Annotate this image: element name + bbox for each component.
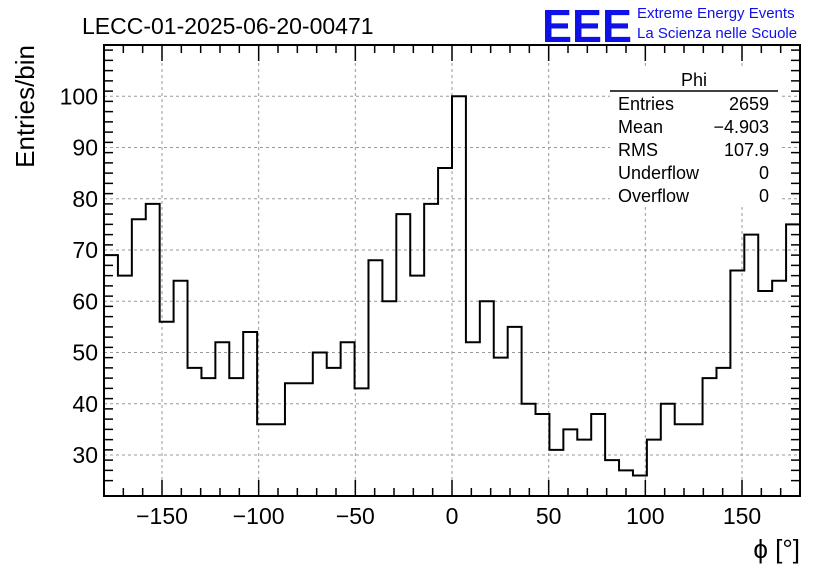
histogram-bin-40 bbox=[661, 404, 675, 496]
histogram-bin-26 bbox=[466, 342, 480, 496]
histogram-bin-35 bbox=[591, 414, 605, 496]
histogram-bin-39 bbox=[647, 440, 661, 496]
histogram-bin-25 bbox=[452, 96, 466, 496]
stats-label-1: Mean bbox=[618, 117, 663, 137]
histogram-bin-5 bbox=[174, 281, 188, 496]
histogram-bin-24 bbox=[438, 168, 452, 496]
histogram-bin-19 bbox=[368, 260, 382, 496]
x-tick-label-3: 0 bbox=[446, 503, 459, 529]
stats-value-2: 107.9 bbox=[724, 140, 769, 160]
stats-value-0: 2659 bbox=[729, 94, 769, 114]
y-tick-label-5: 80 bbox=[72, 186, 98, 212]
stats-value-1: −4.903 bbox=[713, 117, 769, 137]
x-axis-title: ϕ [°] bbox=[753, 534, 800, 564]
stats-box-title: Phi bbox=[681, 70, 707, 90]
x-tick-label-1: −100 bbox=[233, 503, 285, 529]
chart-title: LECC-01-2025-06-20-00471 bbox=[82, 13, 374, 39]
histogram-bin-45 bbox=[730, 271, 744, 497]
y-tick-label-6: 90 bbox=[72, 135, 98, 161]
histogram-bin-1 bbox=[118, 276, 132, 496]
axis-ticks bbox=[104, 45, 800, 496]
y-tick-label-7: 100 bbox=[60, 83, 98, 109]
histogram-bin-12 bbox=[271, 424, 285, 496]
histogram-bin-47 bbox=[758, 291, 772, 496]
histogram-series bbox=[103, 95, 801, 496]
x-tick-label-5: 100 bbox=[626, 503, 664, 529]
stats-value-4: 0 bbox=[759, 186, 769, 206]
x-tick-labels: −150 −100 −50 0 50 100 150 bbox=[136, 503, 761, 529]
y-tick-label-1: 40 bbox=[72, 391, 98, 417]
y-tick-label-2: 50 bbox=[72, 340, 98, 366]
logo-mark: EEE bbox=[542, 0, 632, 52]
histogram-bin-32 bbox=[549, 450, 563, 496]
histogram-bin-2 bbox=[132, 219, 146, 496]
histogram-bin-14 bbox=[299, 383, 313, 496]
x-tick-label-0: −150 bbox=[136, 503, 188, 529]
histogram-bin-9 bbox=[229, 378, 243, 496]
stats-label-3: Underflow bbox=[618, 163, 700, 183]
histogram-bin-33 bbox=[563, 429, 577, 496]
histogram-bin-4 bbox=[160, 322, 174, 496]
stats-label-0: Entries bbox=[618, 94, 674, 114]
histogram-bin-27 bbox=[480, 301, 494, 496]
histogram-bin-3 bbox=[146, 204, 160, 496]
histogram-bin-34 bbox=[577, 440, 591, 496]
histogram-bin-30 bbox=[522, 404, 536, 496]
histogram-bin-46 bbox=[744, 235, 758, 496]
histogram-bin-28 bbox=[494, 358, 508, 496]
histogram-bin-23 bbox=[424, 204, 438, 496]
histogram-bin-43 bbox=[703, 378, 717, 496]
histogram-bin-17 bbox=[341, 342, 355, 496]
y-tick-label-0: 30 bbox=[72, 442, 98, 468]
histogram-bin-31 bbox=[536, 414, 550, 496]
stats-label-2: RMS bbox=[618, 140, 658, 160]
x-tick-label-4: 50 bbox=[536, 503, 562, 529]
x-tick-label-2: −50 bbox=[336, 503, 375, 529]
y-tick-labels: 30 40 50 60 70 80 90 100 bbox=[60, 83, 98, 468]
histogram-bin-29 bbox=[508, 327, 522, 496]
histogram-bin-18 bbox=[355, 388, 369, 496]
histogram-bin-20 bbox=[382, 301, 396, 496]
histogram-bin-48 bbox=[772, 281, 786, 496]
logo-line1: Extreme Energy Events bbox=[637, 5, 795, 22]
histogram-bin-13 bbox=[285, 383, 299, 496]
x-tick-label-6: 150 bbox=[723, 503, 761, 529]
histogram-bin-44 bbox=[716, 368, 730, 496]
logo-line2: La Scienza nelle Scuole bbox=[637, 25, 797, 42]
histogram-bin-21 bbox=[396, 214, 410, 496]
stats-value-3: 0 bbox=[759, 163, 769, 183]
y-axis-title: Entries/bin bbox=[10, 45, 40, 168]
stats-box: Phi Entries 2659 Mean −4.903 RMS 107.9 Underfl… bbox=[610, 67, 780, 207]
histogram-bin-22 bbox=[410, 276, 424, 496]
y-tick-label-3: 60 bbox=[72, 288, 98, 314]
y-tick-label-4: 70 bbox=[72, 237, 98, 263]
histogram-bin-7 bbox=[201, 378, 215, 496]
histogram-bin-16 bbox=[327, 368, 341, 496]
stats-box-rows: Entries 2659 Mean −4.903 RMS 107.9 Underflow 0 O… bbox=[618, 94, 769, 206]
eee-logo: EEE Extreme Energy Events La Scienza nel… bbox=[542, 0, 797, 52]
histogram-bin-41 bbox=[675, 424, 689, 496]
histogram-bin-8 bbox=[215, 342, 229, 496]
histogram-bin-10 bbox=[243, 332, 257, 496]
stats-label-4: Overflow bbox=[618, 186, 690, 206]
histogram-bin-42 bbox=[689, 424, 703, 496]
histogram-bin-15 bbox=[313, 353, 327, 497]
histogram-bin-6 bbox=[188, 368, 202, 496]
